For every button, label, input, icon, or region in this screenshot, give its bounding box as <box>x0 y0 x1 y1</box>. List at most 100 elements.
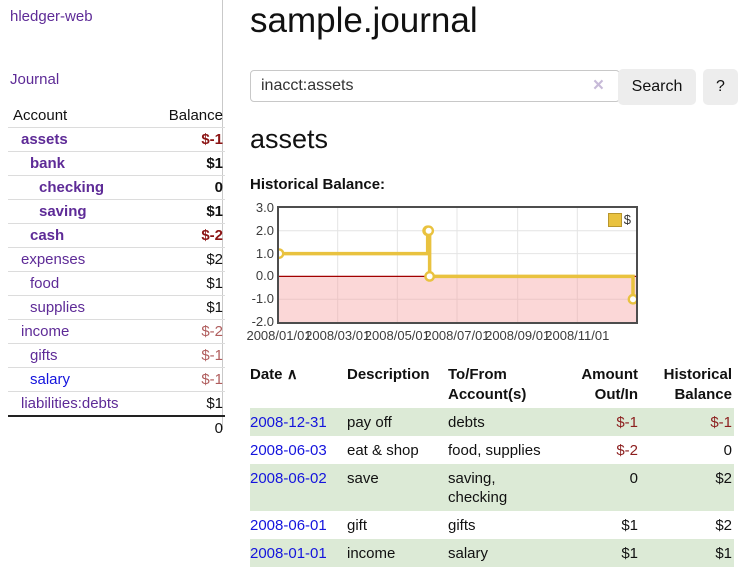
chart-canvas <box>279 208 636 322</box>
x-axis-tick-label: 2008/07/01 <box>424 328 490 343</box>
account-row: expenses $2 <box>8 247 225 272</box>
account-row: income $-2 <box>8 319 225 344</box>
transaction-balance: $2 <box>640 464 734 511</box>
help-button[interactable]: ? <box>703 69 738 105</box>
accounts-header-balance: Balance <box>168 107 223 124</box>
transaction-description: eat & shop <box>347 442 419 459</box>
account-link-salary[interactable]: salary <box>30 371 71 388</box>
transaction-amount: $-1 <box>560 408 640 436</box>
account-link-expenses[interactable]: expenses <box>21 251 86 268</box>
transaction-date-link[interactable]: 2008-12-31 <box>250 414 327 431</box>
account-balance: 0 <box>147 175 225 200</box>
account-row: liabilities:debts $1 <box>8 391 225 416</box>
transactions-table: Date ∧ Description To/From Account(s) Am… <box>250 363 734 567</box>
account-row: food $1 <box>8 271 225 296</box>
sidebar-item-journal[interactable]: Journal <box>10 71 60 88</box>
transaction-amount: 0 <box>560 464 640 511</box>
transaction-balance: 0 <box>723 442 732 459</box>
transaction-date-link[interactable]: 2008-06-01 <box>250 517 327 534</box>
transaction-amount: $1 <box>621 517 638 534</box>
account-heading: assets <box>250 124 329 154</box>
transaction-date: 2008-06-01 <box>250 511 347 539</box>
account-link-cash[interactable]: cash <box>30 227 65 244</box>
account-row: assets $-1 <box>8 127 225 152</box>
transaction-row: 2008-12-31 pay off debts $-1 $-1 <box>250 408 734 436</box>
accounts-header-account: Account <box>13 107 68 124</box>
transaction-amount: $1 <box>560 539 640 567</box>
account-balance: $-2 <box>147 223 225 248</box>
x-axis-tick-label: 2008/03/01 <box>305 328 371 343</box>
account-balance: $1 <box>147 199 225 224</box>
accounts-total-row: 0 <box>8 415 225 440</box>
app-brand-link[interactable]: hledger-web <box>10 8 93 25</box>
y-axis-tick-label: -1.0 <box>251 291 274 307</box>
transaction-accounts: salary <box>448 539 560 567</box>
transaction-date: 2008-06-02 <box>250 464 347 511</box>
transaction-row: 2008-06-03 eat & shop food, supplies $-2 0 <box>250 436 734 464</box>
account-link-gifts[interactable]: gifts <box>30 347 58 364</box>
transaction-description: save <box>347 464 448 511</box>
account-link-assets[interactable]: assets <box>21 131 68 148</box>
account-link-bank[interactable]: bank <box>30 155 66 172</box>
chart-legend: $ <box>607 212 631 227</box>
accounts-table: Account Balance assets $-1 bank $1 checking 0… <box>8 104 225 440</box>
transaction-accounts: debts <box>448 408 560 436</box>
transactions-header-row: Date ∧ Description To/From Account(s) Am… <box>250 363 734 408</box>
column-header-description: Description <box>347 366 430 383</box>
column-header-amount: Amount Out/In <box>581 366 638 403</box>
x-axis-tick-label: 2008/01/01 <box>246 328 312 343</box>
page-title: sample.journal <box>250 1 478 40</box>
search-form: × Search ? <box>250 69 738 105</box>
account-row: cash $-2 <box>8 223 225 248</box>
transaction-date: 2008-12-31 <box>250 408 347 436</box>
transaction-row: 2008-01-01 income salary $1 $1 <box>250 539 734 567</box>
x-axis-tick-label: 2008/05/01 <box>364 328 430 343</box>
chart-plot-area: $ <box>277 206 638 324</box>
transaction-date-link[interactable]: 2008-06-03 <box>250 442 327 459</box>
transaction-accounts: gifts <box>448 517 476 534</box>
account-row: gifts $-1 <box>8 343 225 368</box>
account-link-food[interactable]: food <box>30 275 60 292</box>
legend-label: $ <box>623 212 631 227</box>
account-row: salary $-1 <box>8 367 225 392</box>
column-header-balance: Historical Balance <box>663 366 732 403</box>
transaction-description: gift <box>347 517 368 534</box>
search-input[interactable] <box>250 70 620 102</box>
sort-ascending-icon: ∧ <box>286 366 298 383</box>
transaction-amount: $-2 <box>616 442 638 459</box>
account-row: checking 0 <box>8 175 225 200</box>
account-balance: $-2 <box>147 319 225 344</box>
account-balance: $-1 <box>147 127 225 152</box>
transaction-row: 2008-06-01 gift gifts $1 $2 <box>250 511 734 539</box>
account-link-liabilities-debts[interactable]: liabilities:debts <box>21 395 119 412</box>
transaction-balance: $2 <box>715 517 732 534</box>
historical-balance-chart: $ 3.0 2.0 1.0 0.0 -1.0 -2.0 2008/01/01 2008/03… <box>246 200 737 346</box>
account-balance: $1 <box>147 271 225 296</box>
column-header-date[interactable]: Date ∧ <box>250 366 298 383</box>
transaction-date: 2008-06-03 <box>250 436 347 464</box>
legend-swatch <box>607 212 622 227</box>
transaction-accounts: saving, checking <box>448 464 560 511</box>
transaction-balance: $1 <box>640 539 734 567</box>
clear-search-icon[interactable]: × <box>592 75 604 96</box>
search-button[interactable]: Search <box>618 69 696 105</box>
sidebar: hledger-web Journal Account Balance asse… <box>0 0 225 440</box>
transaction-row: 2008-06-02 save saving, checking 0 $2 <box>250 464 734 511</box>
chart-title: Historical Balance: <box>250 176 386 193</box>
y-axis-tick-label: -2.0 <box>251 314 274 329</box>
account-link-checking[interactable]: checking <box>39 179 105 196</box>
account-balance: $1 <box>147 295 225 320</box>
account-balance: $1 <box>147 391 225 416</box>
y-axis-tick-label: 2.0 <box>255 222 274 238</box>
account-balance: $-1 <box>147 343 225 368</box>
x-axis-tick-label: 2008/11/01 <box>545 328 610 343</box>
account-row: supplies $1 <box>8 295 225 320</box>
transaction-accounts: food, supplies <box>448 442 541 459</box>
account-link-saving[interactable]: saving <box>39 203 87 220</box>
transaction-date-link[interactable]: 2008-06-02 <box>250 470 327 487</box>
transaction-description: pay off <box>347 408 448 436</box>
y-axis-tick-label: 1.0 <box>255 245 274 261</box>
account-link-supplies[interactable]: supplies <box>30 299 86 316</box>
transaction-date-link[interactable]: 2008-01-01 <box>250 545 327 562</box>
account-link-income[interactable]: income <box>21 323 70 340</box>
